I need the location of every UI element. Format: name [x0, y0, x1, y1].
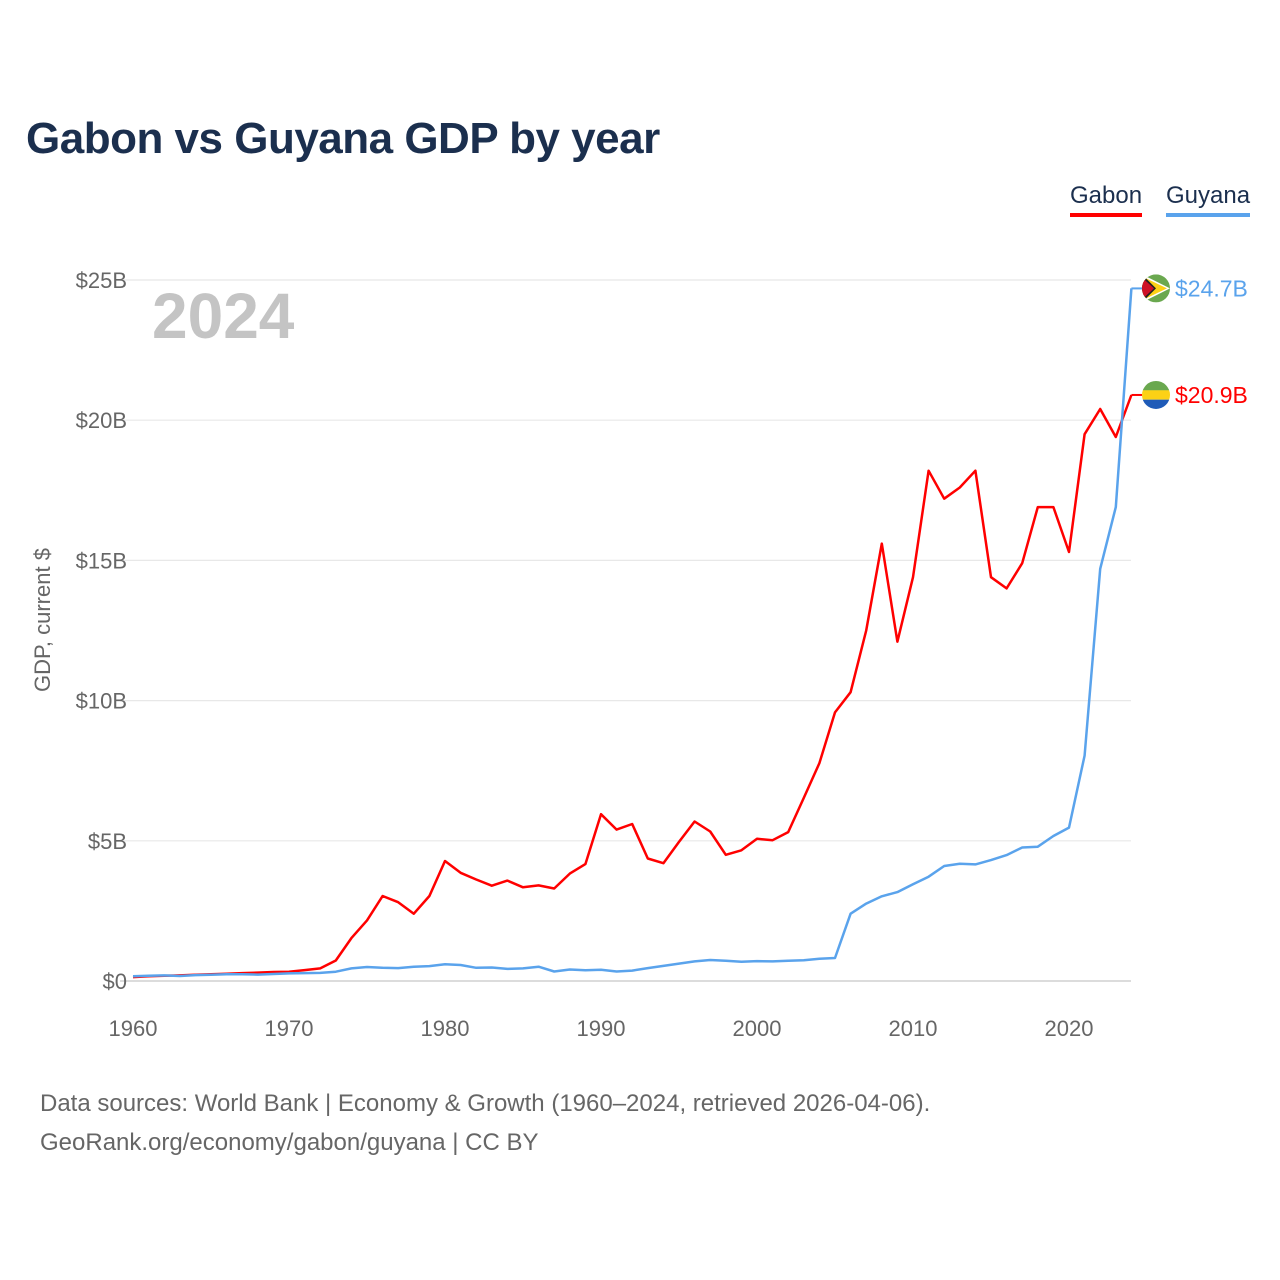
- y-tick-label: $10B: [76, 689, 127, 714]
- x-tick-label: 2010: [889, 1016, 938, 1041]
- y-tick-label: $20B: [76, 408, 127, 433]
- series-line-gabon: [132, 394, 1133, 979]
- x-tick-label: 1990: [577, 1016, 626, 1041]
- footer-sources: Data sources: World Bank | Economy & Gro…: [40, 1090, 931, 1117]
- x-tick-label: 2020: [1045, 1016, 1094, 1041]
- guyana-flag-icon: [1142, 274, 1170, 303]
- legend-guyana[interactable]: Guyana: [1166, 182, 1251, 217]
- footer-link[interactable]: GeoRank.org/economy/gabon/guyana | CC BY: [40, 1129, 539, 1156]
- end-value-label-gabon: $20.9B: [1175, 382, 1248, 408]
- x-tick-label: 2000: [733, 1016, 782, 1041]
- y-tick-label: $5B: [88, 829, 127, 854]
- current-year-label: 2024: [152, 280, 295, 352]
- chart-title: Gabon vs Guyana GDP by year: [26, 114, 660, 163]
- y-axis-label: GDP, current $: [30, 548, 55, 692]
- x-tick-label: 1960: [109, 1016, 158, 1041]
- y-tick-label: $0: [103, 969, 127, 994]
- x-tick-label: 1980: [421, 1016, 470, 1041]
- legend-gabon[interactable]: Gabon: [1070, 182, 1143, 217]
- y-tick-label: $15B: [76, 548, 127, 573]
- end-value-label-guyana: $24.7B: [1175, 275, 1248, 301]
- y-tick-label: $25B: [76, 268, 127, 293]
- gabon-flag-icon: [1142, 380, 1170, 409]
- x-tick-label: 1970: [265, 1016, 314, 1041]
- series-line-guyana: [132, 288, 1133, 978]
- footer: Data sources: World Bank | Economy & Gro…: [40, 1084, 930, 1162]
